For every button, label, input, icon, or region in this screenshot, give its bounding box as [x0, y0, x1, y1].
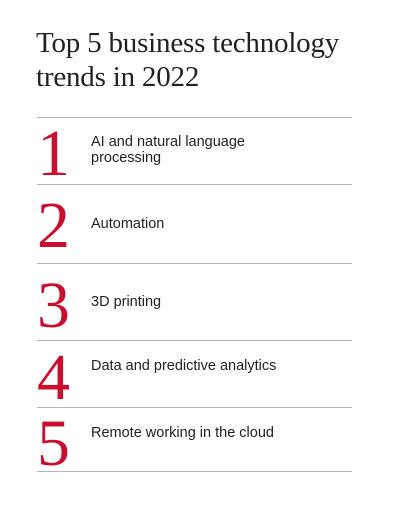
trend-label: 3D printing	[91, 294, 162, 310]
trend-label: Automation	[91, 216, 165, 232]
list-item: 1 AI and natural language processing	[37, 117, 352, 190]
rank-number: 4	[37, 341, 70, 414]
rank-number: 3	[37, 269, 70, 342]
rank-number: 5	[37, 407, 70, 480]
rank-number: 2	[37, 189, 70, 262]
list-item: 5 Remote working in the cloud	[37, 408, 352, 477]
list-item: 4 Data and predictive analytics	[37, 341, 352, 414]
rank-number: 1	[37, 117, 70, 190]
list-item: 2 Automation	[37, 185, 352, 264]
trend-label: Data and predictive analytics	[91, 358, 277, 374]
page-title: Top 5 business technology trends in 2022	[36, 27, 340, 93]
trend-label: Remote working in the cloud	[91, 425, 274, 441]
top-divider	[37, 117, 352, 118]
trend-label: AI and natural language processing	[91, 134, 245, 166]
list-item: 3 3D printing	[37, 264, 352, 341]
trend-list: 1 AI and natural language processing 2 A…	[37, 117, 352, 477]
